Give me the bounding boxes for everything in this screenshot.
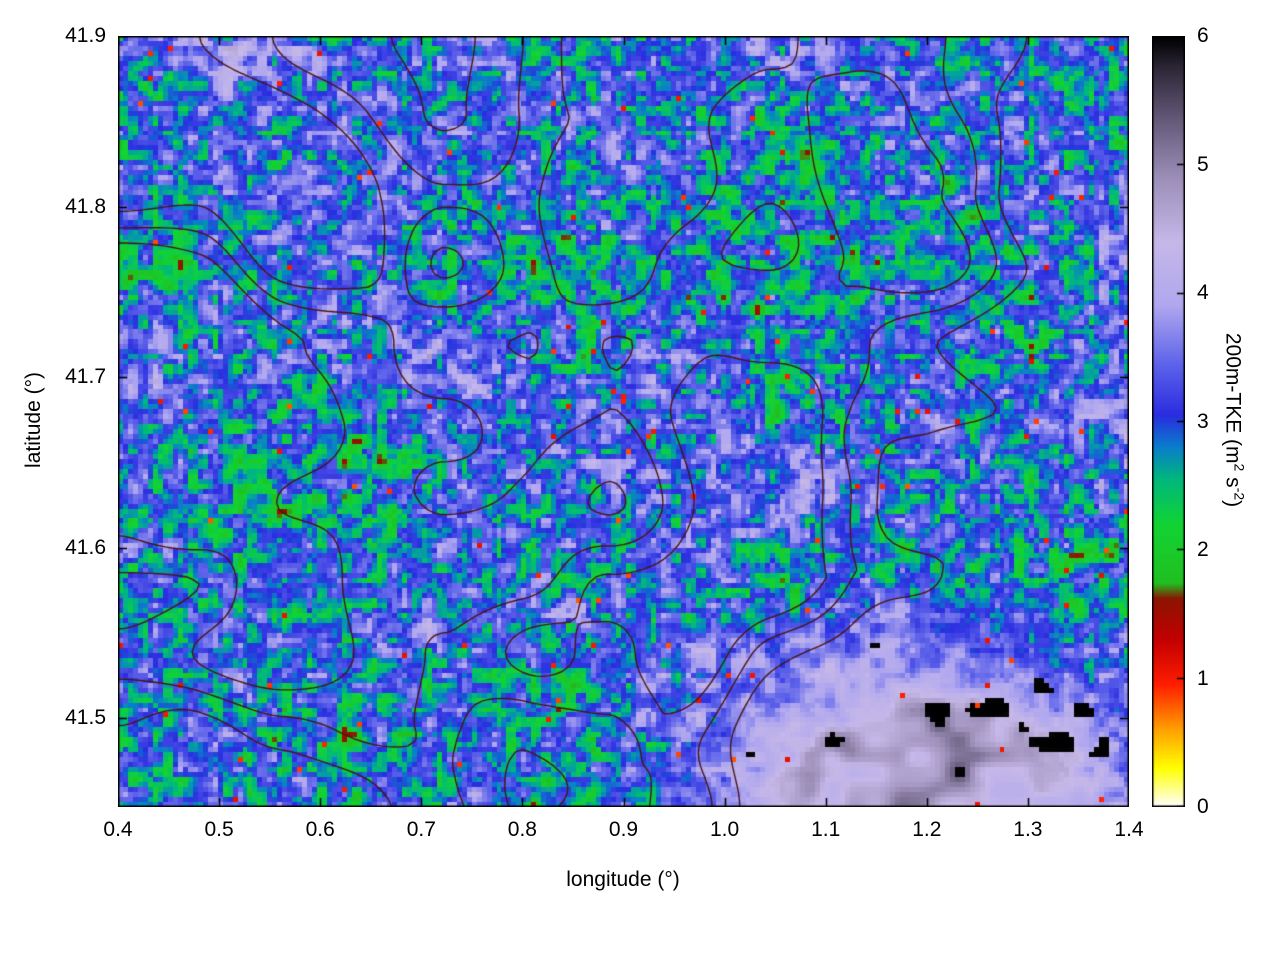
x-tick-label: 0.5 xyxy=(204,818,234,841)
heatmap-canvas xyxy=(118,36,1129,807)
y-tick-label: 41.6 xyxy=(65,535,106,559)
x-tick-label: 0.4 xyxy=(103,818,133,841)
y-tick-label: 41.7 xyxy=(65,365,106,389)
y-tick-label: 41.8 xyxy=(65,194,106,218)
colorbar-tick-label: 4 xyxy=(1197,281,1209,304)
x-tick-label: 0.9 xyxy=(608,818,639,841)
x-tick-label: 0.8 xyxy=(507,818,537,841)
colorbar-tick-label: 3 xyxy=(1197,409,1209,433)
x-tick-label: 1.3 xyxy=(1013,818,1043,841)
colorbar-label-text3: ) xyxy=(1221,500,1245,508)
y-tick-label: 41.5 xyxy=(65,706,106,730)
x-tick-label: 1.1 xyxy=(811,818,841,841)
colorbar-tick-label: 6 xyxy=(1197,24,1209,47)
x-tick-label: 0.6 xyxy=(305,818,335,841)
x-tick-label: 1.2 xyxy=(912,818,942,841)
colorbar-tick-label: 5 xyxy=(1197,152,1209,176)
colorbar-label-text2: s xyxy=(1221,471,1245,488)
x-tick-label: 1.0 xyxy=(709,818,740,841)
colorbar-label-text1: 200m-TKE (m xyxy=(1221,332,1245,464)
colorbar-tick-label: 0 xyxy=(1197,795,1209,818)
colorbar-tick-label: 1 xyxy=(1197,666,1209,690)
colorbar-label: 200m-TKE (m2 s-2) xyxy=(1221,333,1248,507)
x-tick-label: 0.7 xyxy=(406,818,436,841)
x-tick-label: 1.4 xyxy=(1114,818,1144,841)
x-axis-label: longitude (°) xyxy=(566,868,680,891)
y-axis-label: latitude (°) xyxy=(22,372,45,468)
colorbar-canvas xyxy=(1152,36,1185,807)
colorbar-label-sup2: -2 xyxy=(1231,487,1248,501)
colorbar-tick-label: 2 xyxy=(1197,538,1209,561)
y-tick-label: 41.9 xyxy=(65,24,106,47)
